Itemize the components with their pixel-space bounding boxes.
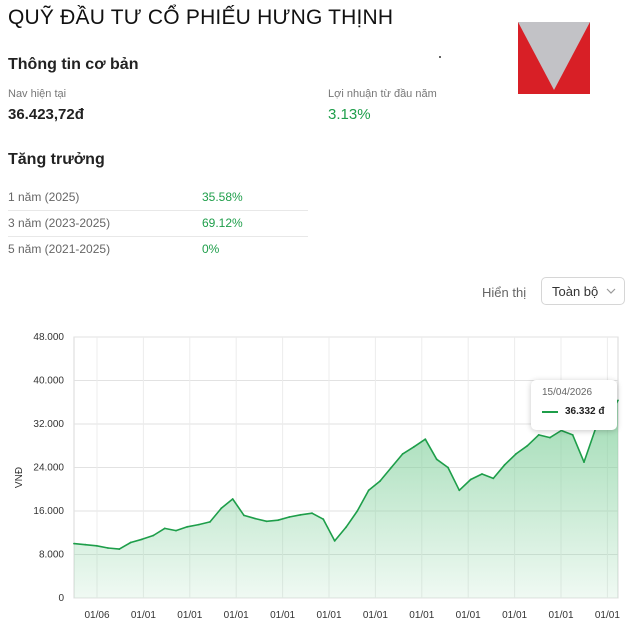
data-point	[549, 436, 551, 439]
y-tick-label: 16.000	[33, 506, 64, 517]
data-point	[571, 434, 574, 436]
x-tick-label: 01/01	[270, 610, 295, 621]
growth-row: 1 năm (2025) 35.58%	[8, 184, 308, 211]
growth-period-value: 69.12%	[202, 216, 243, 230]
y-tick-label: 40.000	[33, 376, 64, 387]
growth-period-value: 35.58%	[202, 190, 243, 204]
y-tick-label: 8.000	[39, 550, 64, 561]
y-axis-label: VNĐ	[14, 467, 25, 488]
data-point	[356, 510, 359, 512]
data-point	[515, 453, 517, 455]
data-point	[118, 548, 121, 550]
chevron-down-icon	[606, 288, 616, 294]
data-point	[243, 514, 245, 517]
data-point	[107, 547, 109, 549]
data-point	[333, 540, 336, 542]
fund-title: QUỸ ĐẦU TƯ CỔ PHIẾU HƯNG THỊNH	[8, 6, 394, 29]
display-range-label: Hiển thị	[482, 285, 527, 300]
data-point	[220, 507, 223, 510]
data-point	[299, 513, 302, 516]
data-point	[390, 466, 393, 469]
data-point	[277, 519, 279, 522]
y-axis-ticks: 48.000 40.000 32.000 24.000 16.000 8.000 0	[33, 332, 64, 604]
x-tick-label: 01/01	[316, 610, 341, 621]
data-point	[95, 544, 98, 547]
data-point	[175, 529, 177, 532]
growth-period-label: 1 năm (2025)	[8, 190, 80, 204]
data-point	[152, 534, 155, 537]
data-point	[379, 480, 381, 482]
basic-info-heading: Thông tin cơ bản	[8, 56, 139, 73]
data-point	[254, 517, 257, 520]
data-point	[413, 445, 415, 448]
x-tick-label: 01/01	[131, 610, 156, 621]
data-point	[288, 516, 291, 518]
nav-label: Nav hiện tại	[8, 88, 67, 100]
decorative-dot	[439, 56, 441, 58]
growth-period-label: 3 năm (2023-2025)	[8, 216, 111, 230]
data-point	[560, 429, 563, 432]
data-point	[265, 520, 268, 523]
range-select-value: Toàn bộ	[552, 283, 599, 299]
x-tick-label: 01/01	[224, 610, 249, 621]
chart-tooltip: 15/04/2026 36.332 đ	[531, 380, 617, 430]
growth-period-value: 0%	[202, 242, 220, 256]
data-point	[424, 438, 427, 441]
tooltip-value: 36.332 đ	[565, 406, 605, 417]
data-point	[186, 525, 189, 528]
tooltip-row: 36.332 đ	[542, 406, 617, 417]
y-tick-label: 24.000	[33, 463, 64, 474]
data-point	[209, 521, 211, 523]
data-point	[526, 444, 529, 447]
x-axis-ticks: 01/06 01/01 01/01 01/01 01/01 01/01 01/01 01/01…	[84, 610, 620, 621]
x-tick-label: 01/01	[456, 610, 481, 621]
data-point	[481, 473, 483, 475]
data-point	[469, 478, 472, 481]
growth-period-label: 5 năm (2021-2025)	[8, 242, 111, 256]
data-point	[583, 461, 585, 463]
growth-row: 5 năm (2021-2025) 0%	[8, 236, 308, 262]
tooltip-date: 15/04/2026	[542, 387, 593, 398]
data-point	[197, 523, 200, 526]
x-tick-label: 01/01	[177, 610, 202, 621]
data-point	[163, 527, 166, 530]
fund-logo	[518, 22, 590, 94]
growth-heading: Tăng trưởng	[8, 151, 105, 168]
nav-history-chart: 48.000 40.000 32.000 24.000 16.000 8.000 0 01/…	[14, 332, 620, 621]
ytd-label: Lợi nhuận từ đầu năm	[328, 88, 437, 100]
data-point	[322, 518, 325, 521]
y-tick-label: 0	[58, 593, 64, 604]
nav-value: 36.423,72đ	[8, 106, 84, 123]
data-point	[129, 541, 132, 544]
data-point	[367, 489, 370, 492]
y-tick-label: 48.000	[33, 332, 64, 343]
x-tick-label: 01/01	[409, 610, 434, 621]
data-point	[231, 498, 234, 500]
data-point	[141, 538, 143, 541]
data-point	[503, 463, 506, 466]
y-tick-label: 32.000	[33, 419, 64, 430]
data-point	[435, 458, 438, 461]
data-point	[345, 526, 347, 529]
data-point	[84, 543, 87, 546]
data-point	[73, 542, 75, 545]
data-point	[492, 477, 495, 480]
x-tick-label: 01/06	[84, 610, 109, 621]
data-point	[401, 453, 404, 455]
data-point	[447, 466, 449, 469]
series-swatch	[542, 410, 558, 413]
data-point	[537, 434, 540, 436]
series-area-fill	[74, 400, 618, 598]
data-point	[311, 512, 313, 515]
x-tick-label: 01/01	[548, 610, 573, 621]
x-tick-label: 01/01	[363, 610, 388, 621]
ytd-value: 3.13%	[328, 106, 371, 123]
logo-gray-triangle	[518, 22, 590, 90]
data-point	[458, 489, 461, 492]
x-tick-label: 01/01	[595, 610, 620, 621]
x-tick-label: 01/01	[502, 610, 527, 621]
range-select[interactable]: Toàn bộ	[541, 277, 625, 305]
data-point	[617, 399, 619, 402]
growth-row: 3 năm (2023-2025) 69.12%	[8, 210, 308, 237]
